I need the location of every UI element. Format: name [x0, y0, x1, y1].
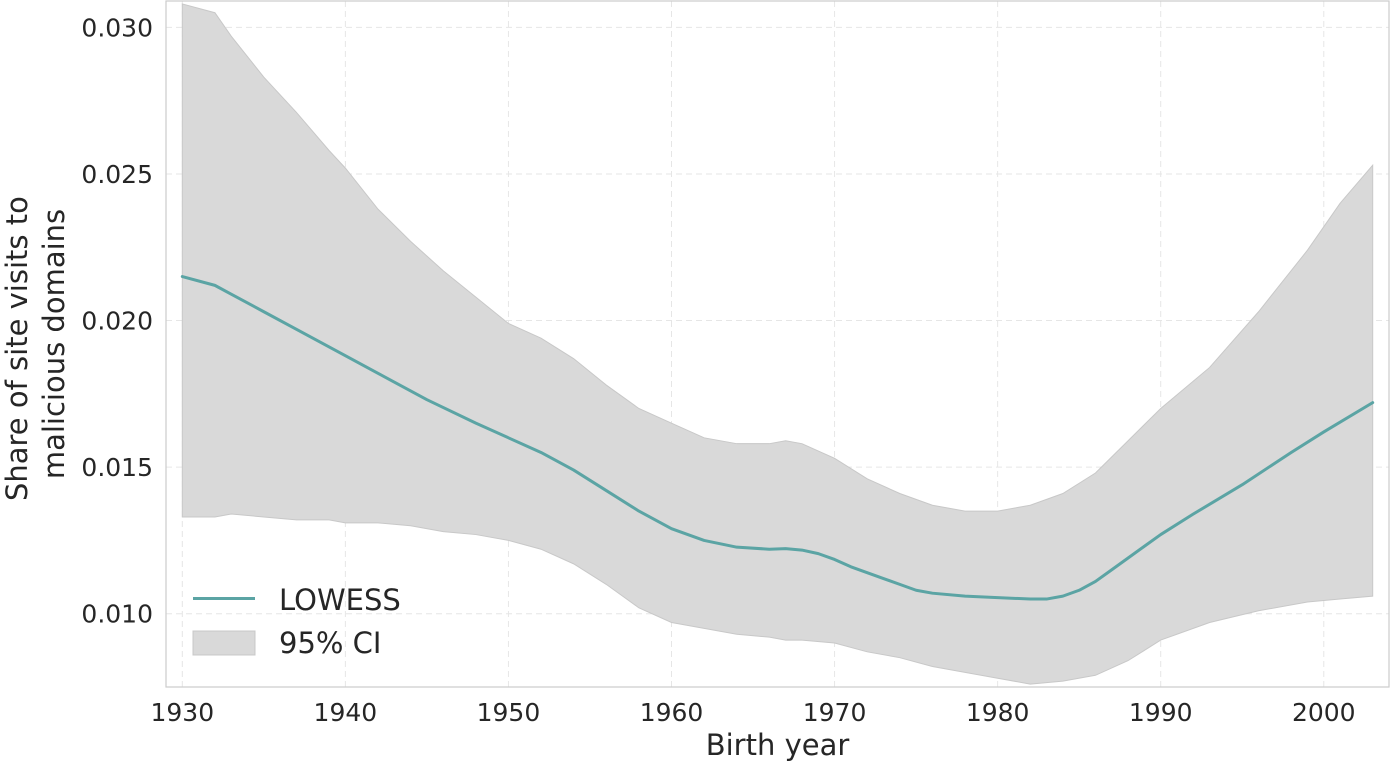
- x-tick-label: 1960: [640, 698, 704, 727]
- x-tick-label: 1940: [314, 698, 378, 727]
- legend: LOWESS 95% CI: [192, 583, 401, 660]
- x-tick-label: 1970: [803, 698, 867, 727]
- y-tick-labels: 0.010 0.015 0.020 0.025 0.030: [81, 13, 153, 628]
- x-tick-label: 1990: [1129, 698, 1193, 727]
- x-tick-label: 1930: [150, 698, 214, 727]
- legend-ci-label: 95% CI: [279, 626, 381, 660]
- x-axis-title: Birth year: [706, 728, 850, 761]
- y-tick-label: 0.025: [81, 160, 153, 189]
- lowess-line: [180, 275, 1375, 601]
- ci-band: [181, 3, 1374, 685]
- y-axis-title-line-1: Share of site visits to: [0, 196, 34, 501]
- y-tick-label: 0.030: [81, 13, 153, 42]
- lowess-line-layer: [180, 275, 1375, 601]
- y-tick-label: 0.020: [81, 307, 153, 336]
- x-tick-label: 1980: [966, 698, 1030, 727]
- legend-lowess-label: LOWESS: [279, 583, 401, 617]
- ci-band-layer: [181, 3, 1374, 685]
- x-tick-labels: 1930 1940 1950 1960 1970 1980 1990 2000: [150, 698, 1355, 727]
- legend-ci-swatch: [192, 630, 256, 656]
- legend-lowess-swatch: [193, 597, 255, 600]
- y-axis-title: Share of site visits to malicious domain…: [0, 187, 71, 501]
- y-axis-title-line-2: malicious domains: [37, 209, 71, 479]
- x-tick-label: 1950: [477, 698, 541, 727]
- y-tick-label: 0.015: [81, 453, 153, 482]
- x-tick-label: 2000: [1292, 698, 1356, 727]
- plot-frame: [165, 0, 1390, 688]
- y-tick-label: 0.010: [81, 600, 153, 629]
